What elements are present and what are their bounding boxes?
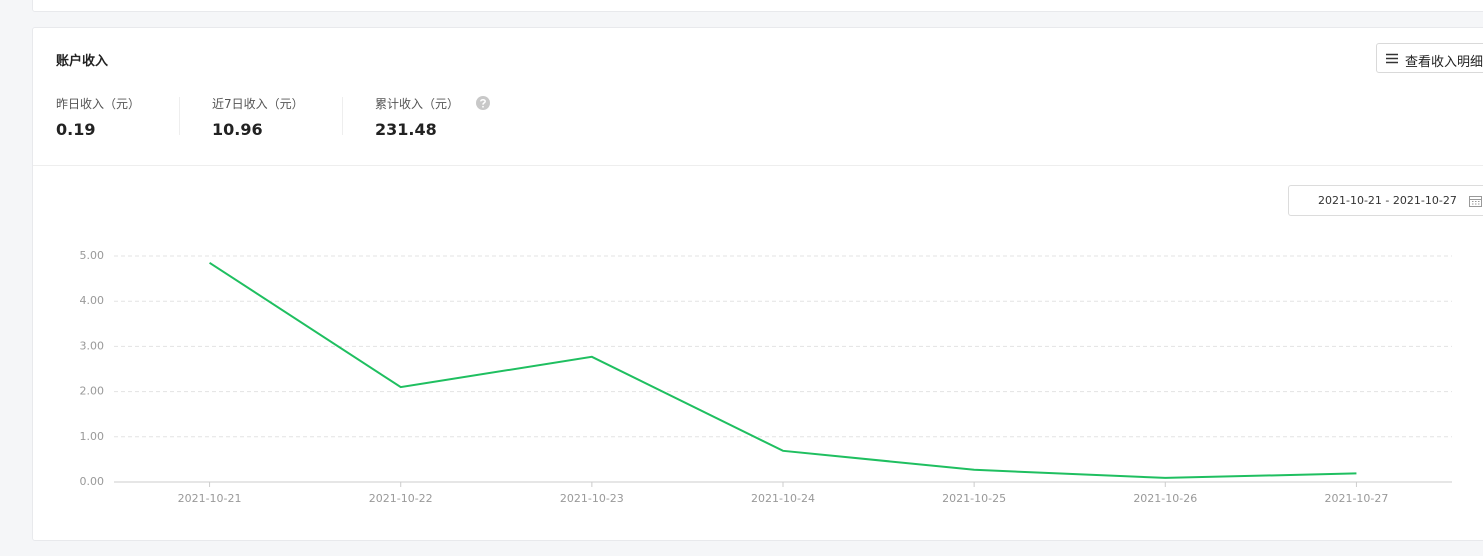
x-tick-label: 2021-10-25 bbox=[942, 492, 1006, 505]
calendar-icon bbox=[1469, 196, 1482, 207]
x-tick-label: 2021-10-26 bbox=[1133, 492, 1197, 505]
stat-value: 10.96 bbox=[212, 120, 263, 139]
y-tick-label: 2.00 bbox=[80, 385, 105, 398]
x-tick-label: 2021-10-27 bbox=[1324, 492, 1388, 505]
x-tick-label: 2021-10-23 bbox=[560, 492, 624, 505]
x-tick-label: 2021-10-24 bbox=[751, 492, 815, 505]
stat-label: 昨日收入（元） bbox=[56, 97, 141, 111]
card-title: 账户收入 bbox=[56, 54, 109, 69]
separator bbox=[33, 165, 1483, 166]
divider bbox=[342, 97, 343, 135]
y-tick-label: 3.00 bbox=[80, 339, 105, 352]
date-range[interactable]: 2021-10-21 - 2021-10-27 bbox=[1318, 194, 1457, 207]
divider bbox=[179, 97, 180, 135]
y-tick-label: 0.00 bbox=[80, 475, 105, 488]
x-tick-label: 2021-10-21 bbox=[178, 492, 242, 505]
stat-value: 231.48 bbox=[375, 120, 437, 139]
y-tick-label: 5.00 bbox=[80, 249, 105, 262]
stat-value: 0.19 bbox=[56, 120, 96, 139]
y-tick-label: 1.00 bbox=[80, 430, 105, 443]
x-tick-label: 2021-10-22 bbox=[369, 492, 433, 505]
previous-card bbox=[32, 0, 1483, 12]
stat-label: 累计收入（元） bbox=[375, 97, 460, 111]
income-line bbox=[209, 261, 1357, 479]
help-icon[interactable] bbox=[476, 96, 490, 110]
date-picker[interactable]: 2021-10-21 - 2021-10-27 bbox=[1288, 185, 1483, 216]
menu-icon bbox=[1386, 53, 1398, 64]
button-label[interactable]: 查看收入明细 bbox=[1405, 55, 1483, 70]
detail-button[interactable]: 查看收入明细 bbox=[1376, 43, 1483, 73]
income-card bbox=[32, 27, 1483, 541]
y-tick-label: 4.00 bbox=[80, 294, 105, 307]
stat-label: 近7日收入（元） bbox=[212, 97, 304, 111]
